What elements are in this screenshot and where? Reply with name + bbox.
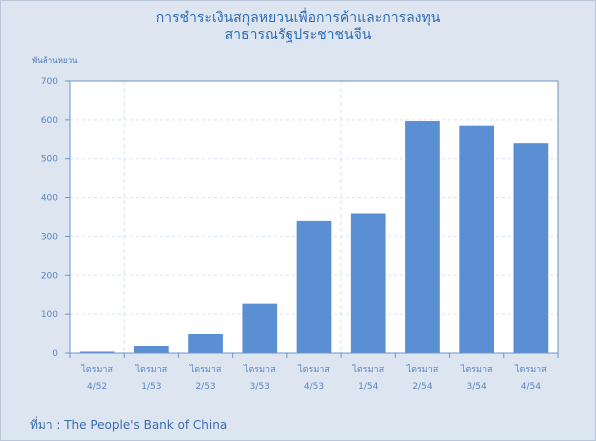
x-tick-label: 3/54 [467, 382, 487, 392]
y-tick-label: 600 [41, 116, 58, 126]
bar [242, 303, 278, 353]
y-tick-label: 100 [41, 310, 58, 320]
bar [79, 351, 115, 353]
y-tick-label: 400 [41, 194, 58, 204]
bar [188, 333, 223, 353]
y-tick-label: 200 [41, 271, 58, 281]
bar [405, 121, 440, 353]
y-tick-label: 700 [41, 77, 58, 87]
x-tick-label: 4/54 [521, 382, 541, 392]
x-tick-label: 3/53 [250, 382, 270, 392]
x-tick-label: ไตรมาส [297, 364, 330, 375]
bar [459, 125, 495, 353]
bar [513, 143, 549, 353]
bar [133, 346, 169, 353]
x-tick-label: 4/53 [304, 382, 324, 392]
source-note: ที่มา : The People's Bank of China [30, 418, 228, 432]
y-tick-label: 0 [52, 349, 58, 359]
chart-title-line-2: สาธารณรัฐประชาชนจีน [224, 27, 372, 43]
x-tick-label: ไตรมาส [80, 364, 113, 375]
x-tick-label: 2/54 [412, 382, 432, 392]
y-tick-label: 300 [41, 232, 58, 242]
x-tick-label: ไตรมาส [189, 364, 222, 375]
bar [350, 213, 386, 353]
x-tick-label: 1/54 [358, 382, 378, 392]
x-tick-label: ไตรมาส [514, 364, 547, 375]
x-tick-label: ไตรมาส [134, 364, 167, 375]
x-tick-label: ไตรมาส [351, 364, 384, 375]
x-tick-label: 4/52 [87, 382, 107, 392]
x-tick-label: 1/53 [141, 382, 161, 392]
bar [296, 220, 332, 353]
x-tick-label: ไตรมาส [460, 364, 493, 375]
x-tick-label: 2/53 [195, 382, 215, 392]
y-tick-label: 500 [41, 155, 58, 165]
chart-title-line-1: การชำระเงินสกุลหยวนเพื่อการค้าและการลงทุ… [155, 10, 441, 26]
y-axis-unit-label: พันล้านหยวน [32, 56, 78, 65]
x-tick-label: ไตรมาส [406, 364, 439, 375]
x-tick-label: ไตรมาส [243, 364, 276, 375]
